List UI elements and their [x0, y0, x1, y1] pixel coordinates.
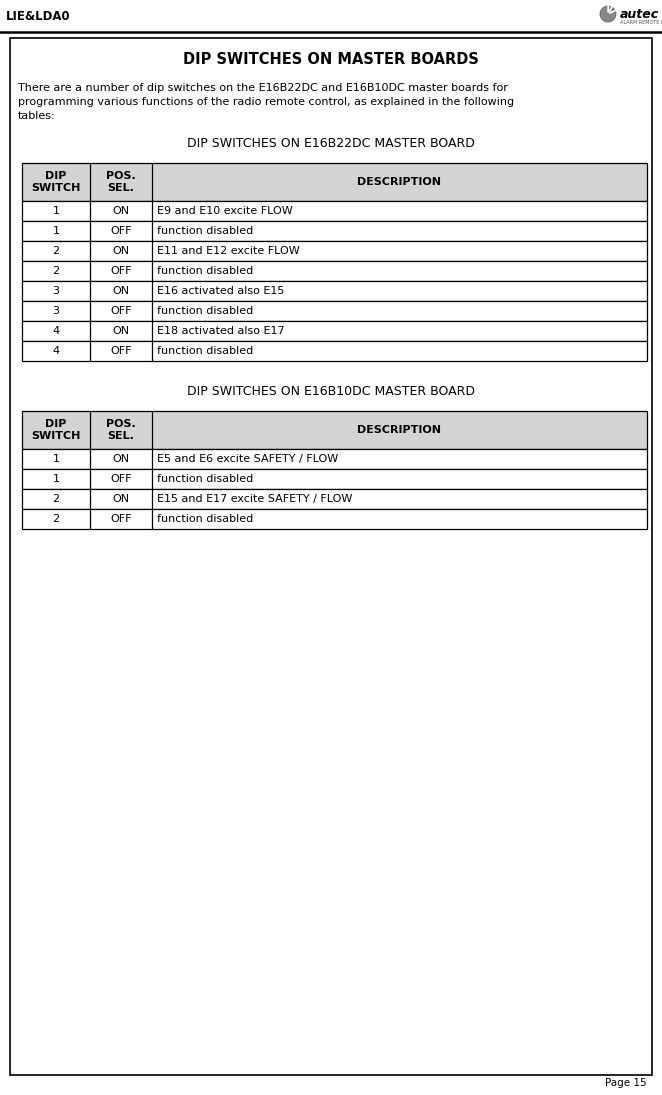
Bar: [0, 0, 662, 32]
Bar: [22, 509, 647, 529]
Bar: [22, 163, 647, 201]
Bar: [22, 341, 647, 361]
Text: function disabled: function disabled: [157, 306, 254, 316]
Text: DESCRIPTION: DESCRIPTION: [357, 425, 442, 435]
Text: 1: 1: [52, 226, 60, 237]
Bar: [22, 281, 647, 301]
Bar: [22, 469, 647, 489]
Text: function disabled: function disabled: [157, 514, 254, 525]
Text: DIP
SWITCH: DIP SWITCH: [31, 171, 81, 193]
Text: 3: 3: [52, 286, 60, 296]
Text: function disabled: function disabled: [157, 474, 254, 484]
Text: Page 15: Page 15: [605, 1077, 647, 1088]
Bar: [22, 411, 647, 449]
Text: OFF: OFF: [111, 306, 132, 316]
Bar: [22, 201, 647, 221]
Text: ON: ON: [113, 246, 130, 256]
Text: ALARM REMOTE CONTROL: ALARM REMOTE CONTROL: [620, 21, 662, 25]
Text: 4: 4: [52, 346, 60, 356]
Text: DESCRIPTION: DESCRIPTION: [357, 177, 442, 187]
Text: ON: ON: [113, 206, 130, 216]
Circle shape: [600, 5, 616, 22]
Text: 1: 1: [52, 474, 60, 484]
Text: 1: 1: [52, 454, 60, 464]
Text: ON: ON: [113, 494, 130, 504]
Text: There are a number of dip switches on the E16B22DC and E16B10DC master boards fo: There are a number of dip switches on th…: [18, 83, 508, 93]
Text: tables:: tables:: [18, 111, 56, 122]
Text: ON: ON: [113, 326, 130, 336]
Text: programming various functions of the radio remote control, as explained in the f: programming various functions of the rad…: [18, 97, 514, 107]
Text: E16 activated also E15: E16 activated also E15: [157, 286, 285, 296]
Bar: [22, 221, 647, 241]
Text: ON: ON: [113, 454, 130, 464]
Text: DIP SWITCHES ON E16B10DC MASTER BOARD: DIP SWITCHES ON E16B10DC MASTER BOARD: [187, 385, 475, 397]
Text: ON: ON: [113, 286, 130, 296]
Text: OFF: OFF: [111, 266, 132, 276]
Text: OFF: OFF: [111, 474, 132, 484]
Text: DIP SWITCHES ON MASTER BOARDS: DIP SWITCHES ON MASTER BOARDS: [183, 53, 479, 68]
Text: E5 and E6 excite SAFETY / FLOW: E5 and E6 excite SAFETY / FLOW: [157, 454, 338, 464]
Text: 2: 2: [52, 514, 60, 525]
Text: 2: 2: [52, 266, 60, 276]
Text: function disabled: function disabled: [157, 346, 254, 356]
Text: E18 activated also E17: E18 activated also E17: [157, 326, 285, 336]
Text: POS.
SEL.: POS. SEL.: [106, 418, 136, 441]
Text: function disabled: function disabled: [157, 266, 254, 276]
Text: OFF: OFF: [111, 346, 132, 356]
Bar: [22, 449, 647, 469]
Text: DIP
SWITCH: DIP SWITCH: [31, 418, 81, 441]
Text: 3: 3: [52, 306, 60, 316]
Text: OFF: OFF: [111, 226, 132, 237]
Text: autec: autec: [620, 9, 659, 22]
Bar: [22, 261, 647, 281]
Text: E11 and E12 excite FLOW: E11 and E12 excite FLOW: [157, 246, 300, 256]
Text: 1: 1: [52, 206, 60, 216]
Text: OFF: OFF: [111, 514, 132, 525]
Bar: [22, 321, 647, 341]
Text: POS.
SEL.: POS. SEL.: [106, 171, 136, 193]
Text: E9 and E10 excite FLOW: E9 and E10 excite FLOW: [157, 206, 293, 216]
Bar: [22, 489, 647, 509]
Text: 2: 2: [52, 494, 60, 504]
Bar: [22, 301, 647, 321]
Text: LIE&LDA0: LIE&LDA0: [6, 10, 71, 23]
Text: function disabled: function disabled: [157, 226, 254, 237]
Text: DIP SWITCHES ON E16B22DC MASTER BOARD: DIP SWITCHES ON E16B22DC MASTER BOARD: [187, 137, 475, 150]
Bar: [22, 241, 647, 261]
Text: 2: 2: [52, 246, 60, 256]
Text: 4: 4: [52, 326, 60, 336]
Text: E15 and E17 excite SAFETY / FLOW: E15 and E17 excite SAFETY / FLOW: [157, 494, 352, 504]
